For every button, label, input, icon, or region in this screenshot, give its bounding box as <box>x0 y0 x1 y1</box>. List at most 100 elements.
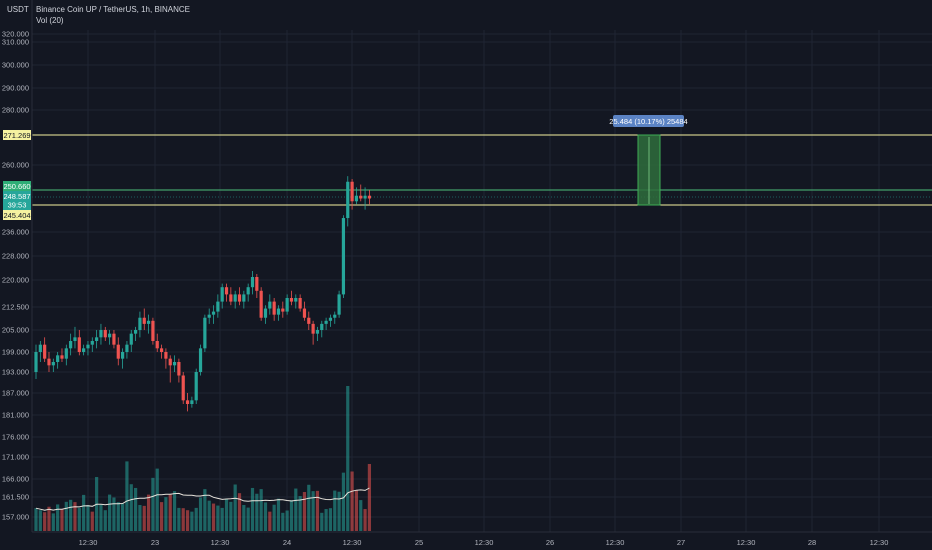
volume-bar <box>181 508 185 531</box>
candle-body <box>346 181 350 219</box>
candle-body <box>151 320 155 341</box>
candle-body <box>220 287 224 302</box>
volume-bar <box>82 494 86 531</box>
candle-body <box>363 195 367 199</box>
lower-line-tag <box>3 210 31 220</box>
price-tick-label: 161.500 <box>2 493 29 502</box>
currency-label: USDT <box>7 5 29 14</box>
candle-body <box>95 337 99 341</box>
time-axis[interactable]: 12:30 23 12:30 24 12:30 25 12:30 26 12:30 27 12:30… <box>32 531 932 547</box>
candle-body <box>82 348 86 352</box>
volume-bar <box>268 511 272 531</box>
volume-bar <box>38 510 42 531</box>
volume-bar <box>103 510 107 531</box>
symbol-title[interactable]: Binance Coin UP / TetherUS, 1h, BINANCE <box>36 5 190 14</box>
candle-body <box>229 294 233 302</box>
chart-header: USDT Binance Coin UP / TetherUS, 1h, BIN… <box>7 5 190 25</box>
volume-bar <box>121 503 125 531</box>
candle-body <box>302 308 307 318</box>
candle-body <box>354 195 359 202</box>
price-tick-label: 212.500 <box>2 303 29 312</box>
candle-body <box>155 341 159 349</box>
volume-bar <box>64 501 68 531</box>
volume-bar <box>172 491 177 531</box>
time-tick-label: 28 <box>808 538 816 547</box>
candle-body <box>207 314 211 318</box>
candle-body <box>121 352 125 359</box>
time-tick-label: 12:30 <box>606 538 625 547</box>
candle-body <box>289 298 294 302</box>
price-range-measure[interactable]: 25.484 (10.17%) 25484 <box>609 115 688 206</box>
time-tick-label: 23 <box>151 538 159 547</box>
candle-body <box>255 277 259 291</box>
volume-bar <box>138 505 142 531</box>
volume-bar <box>168 494 172 531</box>
volume-bar <box>56 504 60 531</box>
candle-body <box>315 330 320 334</box>
time-tick-label: 24 <box>283 538 291 547</box>
volume-bar <box>164 497 168 531</box>
time-tick-label: 12:30 <box>475 538 494 547</box>
price-tick-label: 280.000 <box>2 106 29 115</box>
price-tick-label: 300.000 <box>2 61 29 70</box>
volume-bar <box>367 463 372 531</box>
candle-body <box>194 372 198 401</box>
volume-bar <box>47 506 51 531</box>
volume-bar <box>263 502 268 531</box>
candle-body <box>216 301 220 312</box>
volume-bar <box>60 509 64 531</box>
price-tags: 271.269 250.660 248.587 39:53 245.404 <box>3 130 31 220</box>
candle-body <box>181 375 185 401</box>
horizontal-lines[interactable] <box>32 134 932 206</box>
candle-body <box>86 344 90 349</box>
candle-body <box>333 314 337 318</box>
volume-bar <box>198 497 203 531</box>
volume-bar <box>294 488 298 531</box>
volume-bar <box>333 490 337 531</box>
candle-body <box>250 277 255 288</box>
volume-bar <box>250 487 255 531</box>
candle-body <box>90 341 94 345</box>
time-tick-label: 12:30 <box>211 538 230 547</box>
price-tick-label: 205.000 <box>2 326 29 335</box>
price-tick-label: 193.000 <box>2 368 29 377</box>
price-tick-label: 236.000 <box>2 228 29 237</box>
candle-body <box>185 400 190 404</box>
volume-bar <box>337 491 341 531</box>
candle-body <box>281 308 285 312</box>
volume-bar <box>99 504 103 531</box>
candle-body <box>259 290 263 318</box>
candle-body <box>276 308 281 315</box>
candle-body <box>77 337 81 352</box>
time-tick-label: 12:30 <box>870 538 889 547</box>
time-tick-label: 26 <box>546 538 554 547</box>
current-price-tag <box>3 191 31 210</box>
candle-body <box>203 317 207 349</box>
price-tick-label: 290.000 <box>2 84 29 93</box>
candle-body <box>164 352 168 359</box>
volume-bar <box>43 512 47 531</box>
price-tick-label: 320.000 <box>2 30 29 39</box>
volume-bar <box>324 509 328 531</box>
volume-bar <box>77 507 81 531</box>
volume-bar <box>229 501 233 531</box>
time-tick-label: 27 <box>677 538 685 547</box>
candle-body <box>237 294 242 302</box>
candle-body <box>125 344 129 352</box>
candle-body <box>168 358 172 366</box>
volume-bar <box>116 502 120 531</box>
volume-indicator-label[interactable]: Vol (20) <box>36 16 64 25</box>
candle-body <box>337 294 341 315</box>
candle-body <box>60 355 64 359</box>
volume-bar <box>108 494 112 531</box>
candle-body <box>112 333 116 345</box>
bar-countdown: 39:53 <box>8 201 27 210</box>
candle-body <box>294 298 298 302</box>
candle-body <box>367 195 372 199</box>
price-tick-label: 310.000 <box>2 38 29 47</box>
lower-line-price: 245.404 <box>3 211 30 220</box>
volume-bar <box>142 505 146 531</box>
volume-bar <box>51 513 55 531</box>
